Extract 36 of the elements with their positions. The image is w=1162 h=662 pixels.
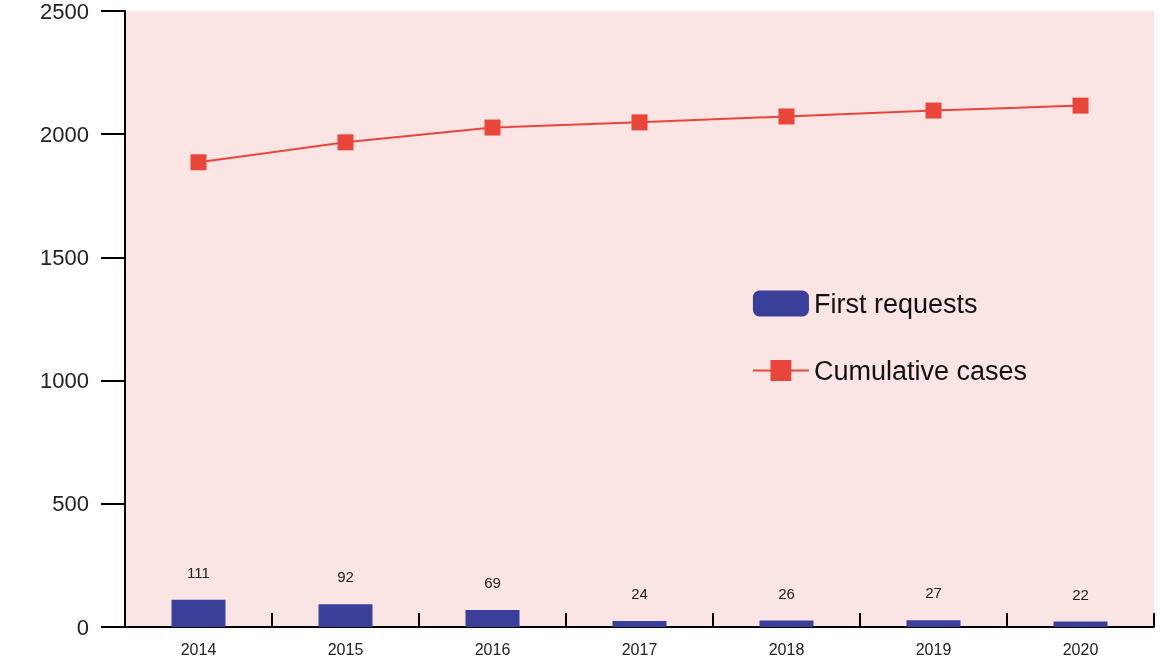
bar (612, 621, 667, 627)
x-tick-label: 2018 (768, 640, 805, 658)
bar (906, 620, 961, 627)
x-tick-label: 2019 (915, 640, 952, 658)
legend-label: Cumulative cases (813, 355, 1028, 386)
data-label: 111 (187, 563, 210, 581)
point (337, 134, 354, 151)
point (190, 154, 207, 171)
bar (318, 604, 373, 627)
bar (1053, 621, 1108, 627)
point (925, 102, 942, 119)
y-tick-label: 0 (76, 614, 89, 640)
bar (759, 620, 814, 627)
data-label: 27 (925, 584, 942, 602)
data-label: 69 (484, 574, 501, 591)
point (778, 108, 795, 125)
y-tick-label: 2000 (40, 121, 89, 147)
x-tick-label: 2015 (327, 640, 364, 658)
legend-label: First requests (813, 288, 978, 319)
data-label: 22 (1072, 585, 1089, 603)
y-tick-label: 1500 (40, 244, 89, 270)
point (484, 119, 501, 136)
y-tick-label: 500 (52, 491, 89, 517)
point (631, 114, 648, 131)
data-label: 26 (778, 584, 795, 602)
x-tick-label: 2017 (621, 640, 658, 658)
y-tick-label: 1000 (40, 368, 89, 394)
y-tick-label: 2500 (40, 0, 89, 24)
bar (465, 610, 520, 627)
x-tick-label: 2020 (1062, 640, 1099, 658)
point (1072, 97, 1089, 114)
data-label: 92 (337, 568, 354, 586)
x-tick-label: 2016 (474, 640, 511, 658)
x-tick-label: 2014 (180, 640, 217, 658)
data-label: 24 (631, 585, 648, 603)
bar (171, 599, 226, 627)
